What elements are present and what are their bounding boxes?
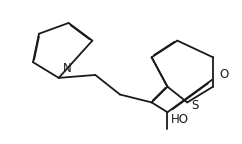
Text: O: O xyxy=(219,68,228,82)
Text: N: N xyxy=(63,62,72,75)
Text: S: S xyxy=(191,99,199,112)
Text: HO: HO xyxy=(171,113,189,126)
